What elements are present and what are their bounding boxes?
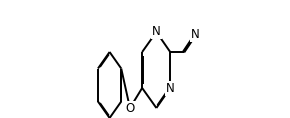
Text: N: N xyxy=(166,82,175,95)
Text: O: O xyxy=(125,101,135,114)
Text: N: N xyxy=(152,25,161,38)
Text: N: N xyxy=(191,28,200,41)
